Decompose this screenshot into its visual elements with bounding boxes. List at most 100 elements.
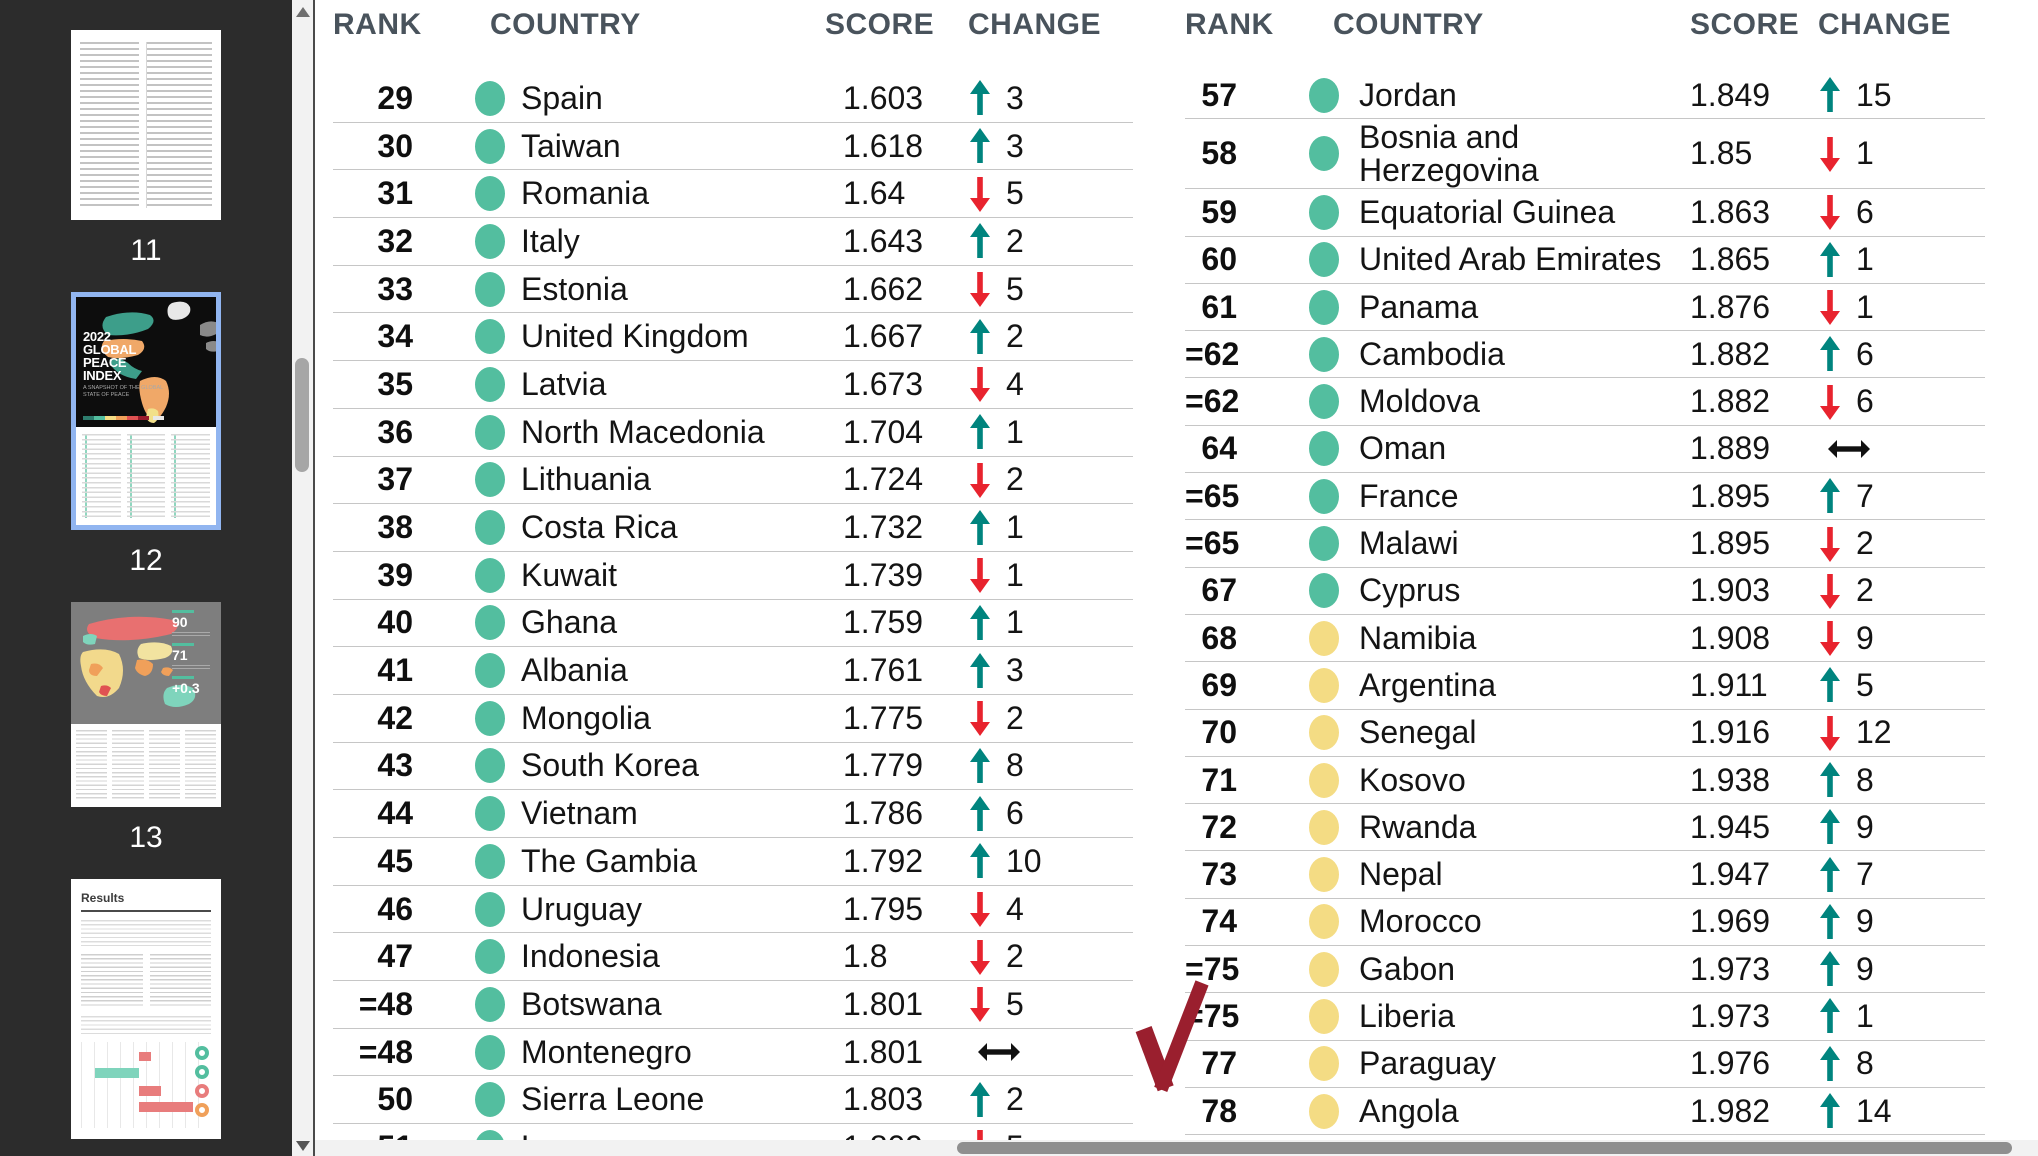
country-name: Italy bbox=[521, 222, 580, 259]
country-dot bbox=[475, 271, 505, 307]
table-row: 35 Latvia 1.673 bbox=[333, 361, 1133, 409]
sidebar-scrollbar-thumb[interactable] bbox=[295, 358, 309, 472]
change-cell: 2 bbox=[968, 938, 1133, 976]
change-value: 9 bbox=[1856, 903, 1874, 940]
change-cell: 6 bbox=[1818, 193, 1985, 231]
thumbnail-page-12-selected[interactable]: 2022 GLOBAL PEACE INDEX A SNAPSHOT OF TH… bbox=[71, 292, 221, 578]
thumbnail-page-13[interactable]: 90 71 +0.3 13 bbox=[71, 602, 221, 855]
scroll-up-button[interactable] bbox=[292, 2, 313, 22]
change-cell: 7 bbox=[1818, 856, 1985, 894]
score-cell: 1.911 bbox=[1690, 666, 1768, 703]
change-cell: 14 bbox=[1818, 1092, 1985, 1130]
country-name: Spain bbox=[521, 79, 603, 116]
country-name: Argentina bbox=[1359, 666, 1496, 703]
change-value: 6 bbox=[1856, 193, 1874, 230]
rank-cell: 45 bbox=[377, 842, 413, 879]
up-arrow-icon bbox=[1820, 1045, 1840, 1081]
score-cell: 1.982 bbox=[1690, 1092, 1771, 1129]
rank-cell: =65 bbox=[1185, 525, 1240, 562]
score-cell: 1.732 bbox=[843, 509, 924, 546]
rank-cell: 64 bbox=[1201, 430, 1237, 467]
rank-cell: 46 bbox=[377, 890, 413, 927]
change-cell bbox=[1818, 438, 1985, 460]
sidebar-vertical-scrollbar[interactable] bbox=[292, 0, 313, 1156]
down-arrow-icon bbox=[970, 987, 990, 1023]
score-cell: 1.667 bbox=[843, 318, 924, 355]
up-arrow-icon bbox=[1820, 809, 1840, 845]
score-cell: 1.849 bbox=[1690, 76, 1771, 113]
page-11-preview bbox=[71, 30, 221, 220]
up-arrow-icon bbox=[970, 128, 990, 164]
country-name: Bosnia and Herzegovina bbox=[1359, 118, 1539, 188]
change-value: 2 bbox=[1006, 1081, 1024, 1118]
change-cell: 9 bbox=[1818, 950, 1985, 988]
change-value: 5 bbox=[1006, 270, 1024, 307]
score-cell: 1.895 bbox=[1690, 477, 1771, 514]
score-cell: 1.603 bbox=[843, 79, 924, 116]
table-row: 30 Taiwan 1.618 bbox=[333, 123, 1133, 171]
change-value: 5 bbox=[1006, 175, 1024, 212]
table-row: 68 Namibia 1.908 bbox=[1185, 615, 1985, 663]
change-value: 3 bbox=[1006, 79, 1024, 116]
score-cell: 1.739 bbox=[843, 556, 924, 593]
change-value: 2 bbox=[1006, 461, 1024, 498]
header-change: CHANGE bbox=[1818, 8, 1952, 41]
change-value: 1 bbox=[1856, 288, 1874, 325]
mini-bar-chart bbox=[81, 1042, 211, 1128]
results-heading: Results bbox=[81, 891, 125, 905]
score-cell: 1.792 bbox=[843, 842, 924, 879]
table-row: 72 Rwanda 1.945 bbox=[1185, 804, 1985, 852]
score-cell: 1.876 bbox=[1690, 288, 1771, 325]
report-subtitle: A SNAPSHOT OF THE GLOBAL STATE OF PEACE bbox=[83, 385, 163, 398]
table-row: 73 Nepal 1.947 bbox=[1185, 851, 1985, 899]
page-number-label: 13 bbox=[129, 821, 163, 854]
down-arrow-icon bbox=[970, 176, 990, 212]
table-row: =65 Malawi 1.895 bbox=[1185, 520, 1985, 568]
horizontal-scrollbar[interactable] bbox=[315, 1140, 2038, 1156]
rank-cell: 44 bbox=[377, 795, 413, 832]
change-cell: 2 bbox=[968, 318, 1133, 356]
country-name: Ghana bbox=[521, 604, 618, 641]
country-name: Vietnam bbox=[521, 795, 638, 832]
down-arrow-icon bbox=[1820, 136, 1840, 172]
change-value: 7 bbox=[1856, 856, 1874, 893]
change-value: 14 bbox=[1856, 1092, 1892, 1129]
change-cell: 1 bbox=[1818, 135, 1985, 173]
change-value: 1 bbox=[1006, 604, 1024, 641]
up-arrow-icon bbox=[1820, 998, 1840, 1034]
country-dot bbox=[475, 796, 505, 832]
table-row: 32 Italy 1.643 bbox=[333, 218, 1133, 266]
down-arrow-icon bbox=[1820, 290, 1840, 326]
change-value: 8 bbox=[1006, 747, 1024, 784]
country-dot bbox=[475, 319, 505, 355]
country-dot bbox=[475, 653, 505, 689]
scroll-down-button[interactable] bbox=[292, 1136, 313, 1156]
thumbnail-page-14[interactable]: Results bbox=[71, 879, 221, 1139]
score-cell: 1.976 bbox=[1690, 1045, 1771, 1082]
country-name: Costa Rica bbox=[521, 509, 678, 546]
rank-cell: 34 bbox=[377, 318, 413, 355]
score-cell: 1.618 bbox=[843, 127, 924, 164]
change-value: 5 bbox=[1856, 666, 1874, 703]
thumbnail-page-11[interactable]: 11 bbox=[71, 30, 221, 268]
country-name: Estonia bbox=[521, 270, 628, 307]
country-dot bbox=[1309, 431, 1339, 467]
country-name: Senegal bbox=[1359, 714, 1477, 751]
score-cell: 1.64 bbox=[843, 175, 906, 212]
score-cell: 1.704 bbox=[843, 413, 924, 450]
country-dot bbox=[475, 748, 505, 784]
horizontal-scrollbar-thumb[interactable] bbox=[957, 1142, 2012, 1154]
country-name: Kuwait bbox=[521, 556, 618, 593]
rank-cell: 40 bbox=[377, 604, 413, 641]
score-cell: 1.973 bbox=[1690, 997, 1771, 1034]
table-row: =62 Cambodia 1.882 bbox=[1185, 331, 1985, 379]
country-dot bbox=[1309, 289, 1339, 325]
table-row: 69 Argentina 1.911 bbox=[1185, 662, 1985, 710]
change-value: 2 bbox=[1006, 318, 1024, 355]
country-name: United Kingdom bbox=[521, 318, 749, 355]
rank-cell: 42 bbox=[377, 699, 413, 736]
rank-cell: 31 bbox=[377, 175, 413, 212]
change-cell: 7 bbox=[1818, 477, 1985, 515]
rank-cell: =65 bbox=[1185, 477, 1240, 514]
up-arrow-icon bbox=[1820, 856, 1840, 892]
